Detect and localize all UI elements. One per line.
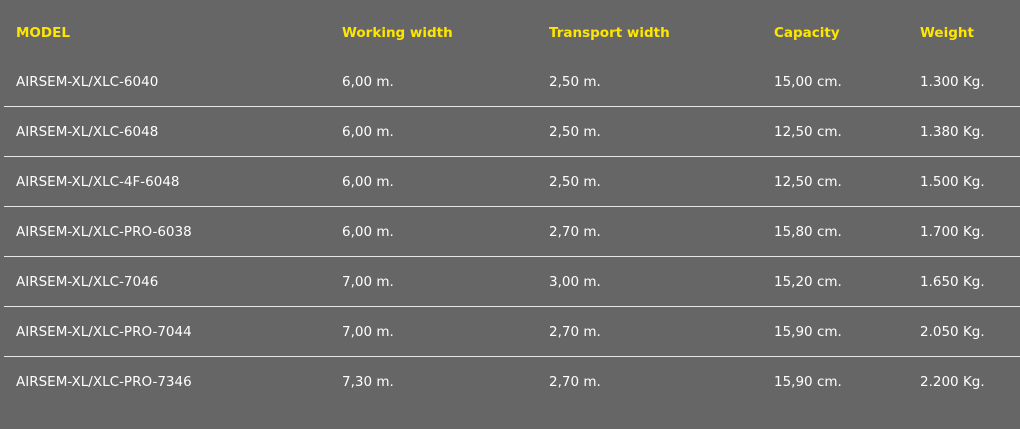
cell-model: AIRSEM-XL/XLC-6040 (16, 73, 159, 90)
cell-weight: 1.300 Kg. (920, 73, 985, 90)
cell-capacity: 15,20 cm. (774, 273, 842, 290)
cell-weight: 1.650 Kg. (920, 273, 985, 290)
table-row: AIRSEM-XL/XLC-PRO-6038 6,00 m. 2,70 m. 15,8… (4, 207, 1020, 257)
specs-table: MODEL Working width Transport width Capa… (4, 8, 1020, 406)
cell-transport-width: 2,50 m. (549, 173, 601, 190)
cell-model: AIRSEM-XL/XLC-4F-6048 (16, 173, 180, 190)
cell-transport-width: 2,70 m. (549, 373, 601, 390)
cell-working-width: 7,00 m. (342, 323, 394, 340)
cell-transport-width: 2,50 m. (549, 73, 601, 90)
cell-capacity: 15,80 cm. (774, 223, 842, 240)
table-row: AIRSEM-XL/XLC-7046 7,00 m. 3,00 m. 15,20 cm… (4, 257, 1020, 307)
cell-model: AIRSEM-XL/XLC-PRO-7044 (16, 323, 192, 340)
cell-working-width: 6,00 m. (342, 123, 394, 140)
cell-weight: 1.380 Kg. (920, 123, 985, 140)
cell-working-width: 6,00 m. (342, 173, 394, 190)
table-header-row: MODEL Working width Transport width Capa… (4, 8, 1020, 57)
cell-capacity: 15,00 cm. (774, 73, 842, 90)
cell-model: AIRSEM-XL/XLC-PRO-7346 (16, 373, 192, 390)
cell-working-width: 6,00 m. (342, 223, 394, 240)
cell-transport-width: 2,70 m. (549, 223, 601, 240)
cell-transport-width: 2,70 m. (549, 323, 601, 340)
cell-capacity: 15,90 cm. (774, 323, 842, 340)
cell-transport-width: 2,50 m. (549, 123, 601, 140)
cell-weight: 2.200 Kg. (920, 373, 985, 390)
cell-weight: 2.050 Kg. (920, 323, 985, 340)
header-transport-width: Transport width (549, 24, 670, 41)
cell-capacity: 15,90 cm. (774, 373, 842, 390)
cell-working-width: 7,00 m. (342, 273, 394, 290)
cell-capacity: 12,50 cm. (774, 173, 842, 190)
table-row: AIRSEM-XL/XLC-PRO-7346 7,30 m. 2,70 m. 15,9… (4, 357, 1020, 407)
header-working-width: Working width (342, 24, 453, 41)
header-model: MODEL (16, 24, 70, 41)
table-row: AIRSEM-XL/XLC-4F-6048 6,00 m. 2,50 m. 12,50… (4, 157, 1020, 207)
table-row: AIRSEM-XL/XLC-6040 6,00 m. 2,50 m. 15,00 cm… (4, 57, 1020, 107)
cell-working-width: 7,30 m. (342, 373, 394, 390)
cell-model: AIRSEM-XL/XLC-7046 (16, 273, 159, 290)
cell-working-width: 6,00 m. (342, 73, 394, 90)
cell-weight: 1.500 Kg. (920, 173, 985, 190)
cell-model: AIRSEM-XL/XLC-6048 (16, 123, 159, 140)
header-capacity: Capacity (774, 24, 840, 41)
cell-transport-width: 3,00 m. (549, 273, 601, 290)
table-row: AIRSEM-XL/XLC-PRO-7044 7,00 m. 2,70 m. 15,9… (4, 307, 1020, 357)
cell-model: AIRSEM-XL/XLC-PRO-6038 (16, 223, 192, 240)
cell-capacity: 12,50 cm. (774, 123, 842, 140)
cell-weight: 1.700 Kg. (920, 223, 985, 240)
table-row: AIRSEM-XL/XLC-6048 6,00 m. 2,50 m. 12,50 cm… (4, 107, 1020, 157)
header-weight: Weight (920, 24, 974, 41)
